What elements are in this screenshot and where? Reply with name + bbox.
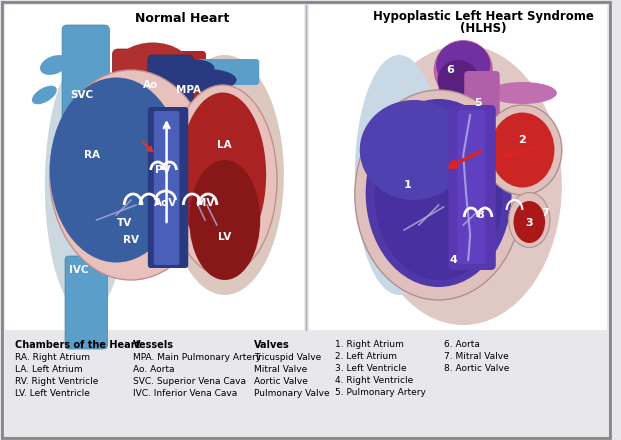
FancyBboxPatch shape xyxy=(448,105,496,270)
Text: Mitral Valve: Mitral Valve xyxy=(254,365,307,374)
Ellipse shape xyxy=(355,90,522,300)
FancyBboxPatch shape xyxy=(148,107,188,268)
Text: 3. Left Ventricle: 3. Left Ventricle xyxy=(335,364,407,373)
Ellipse shape xyxy=(509,193,550,247)
Text: IVC. Inferior Vena Cava: IVC. Inferior Vena Cava xyxy=(133,389,237,398)
Text: 1: 1 xyxy=(403,180,411,190)
Text: RV: RV xyxy=(123,235,139,245)
FancyBboxPatch shape xyxy=(465,71,500,144)
Ellipse shape xyxy=(178,69,237,91)
Text: AoV: AoV xyxy=(154,198,177,208)
Text: 4: 4 xyxy=(450,255,457,265)
Ellipse shape xyxy=(166,55,284,295)
Ellipse shape xyxy=(483,105,562,195)
Text: 6. Aorta: 6. Aorta xyxy=(443,340,479,349)
Ellipse shape xyxy=(360,100,468,200)
Ellipse shape xyxy=(40,55,68,75)
Text: Ao. Aorta: Ao. Aorta xyxy=(133,365,175,374)
Text: 5: 5 xyxy=(474,98,482,108)
Ellipse shape xyxy=(355,55,443,295)
Text: Pulmonary Valve: Pulmonary Valve xyxy=(254,389,330,398)
Ellipse shape xyxy=(433,40,493,100)
FancyBboxPatch shape xyxy=(62,25,109,155)
Ellipse shape xyxy=(179,92,266,257)
Text: IVC: IVC xyxy=(69,265,89,275)
Text: 2. Left Atrium: 2. Left Atrium xyxy=(335,352,397,361)
Text: SVC: SVC xyxy=(70,90,93,100)
FancyBboxPatch shape xyxy=(457,110,485,264)
FancyBboxPatch shape xyxy=(154,111,179,265)
Text: MV: MV xyxy=(196,198,214,208)
Ellipse shape xyxy=(45,55,129,315)
Ellipse shape xyxy=(436,41,491,89)
Text: LV: LV xyxy=(218,232,232,242)
Text: 8. Aortic Valve: 8. Aortic Valve xyxy=(443,364,509,373)
Text: 3: 3 xyxy=(525,218,533,228)
Text: 7: 7 xyxy=(541,208,549,218)
Text: LA: LA xyxy=(217,140,232,150)
Text: Hypoplastic Left Heart Syndrome: Hypoplastic Left Heart Syndrome xyxy=(373,10,594,23)
Ellipse shape xyxy=(114,43,193,98)
Ellipse shape xyxy=(438,60,479,100)
Text: PV: PV xyxy=(155,165,170,175)
FancyBboxPatch shape xyxy=(309,5,607,330)
FancyBboxPatch shape xyxy=(168,51,206,119)
Ellipse shape xyxy=(366,99,512,287)
Text: Tricuspid Valve: Tricuspid Valve xyxy=(254,353,322,362)
Ellipse shape xyxy=(189,160,260,280)
Ellipse shape xyxy=(488,82,557,104)
Text: Ao: Ao xyxy=(143,80,158,90)
Text: LA. Left Atrium: LA. Left Atrium xyxy=(15,365,83,374)
FancyBboxPatch shape xyxy=(65,256,107,349)
Text: 4. Right Ventricle: 4. Right Ventricle xyxy=(335,376,414,385)
Text: 1. Right Atrium: 1. Right Atrium xyxy=(335,340,404,349)
FancyBboxPatch shape xyxy=(184,59,259,85)
Text: RV. Right Ventricle: RV. Right Ventricle xyxy=(15,377,98,386)
Text: 7. Mitral Valve: 7. Mitral Valve xyxy=(443,352,509,361)
Text: TV: TV xyxy=(117,218,132,228)
Text: LV. Left Ventricle: LV. Left Ventricle xyxy=(15,389,89,398)
Ellipse shape xyxy=(32,86,57,104)
Text: Vessels: Vessels xyxy=(133,340,174,350)
Text: RA. Right Atrium: RA. Right Atrium xyxy=(15,353,90,362)
Text: MPA. Main Pulmonary Artery: MPA. Main Pulmonary Artery xyxy=(133,353,261,362)
Ellipse shape xyxy=(170,59,214,77)
Ellipse shape xyxy=(374,110,502,280)
Text: Chambers of the Heart: Chambers of the Heart xyxy=(15,340,140,350)
Text: SVC. Superior Vena Cava: SVC. Superior Vena Cava xyxy=(133,377,246,386)
Ellipse shape xyxy=(365,45,562,325)
FancyBboxPatch shape xyxy=(148,55,193,165)
Text: Aortic Valve: Aortic Valve xyxy=(254,377,308,386)
Ellipse shape xyxy=(50,70,212,280)
Text: (HLHS): (HLHS) xyxy=(460,22,506,35)
Ellipse shape xyxy=(50,77,183,263)
FancyBboxPatch shape xyxy=(438,65,486,155)
Text: MPA: MPA xyxy=(176,85,201,95)
Ellipse shape xyxy=(168,85,277,275)
Text: RA: RA xyxy=(84,150,99,160)
Text: 2: 2 xyxy=(519,135,526,145)
Text: 5. Pulmonary Artery: 5. Pulmonary Artery xyxy=(335,388,426,397)
FancyBboxPatch shape xyxy=(5,5,304,330)
Text: 8: 8 xyxy=(476,210,484,220)
Ellipse shape xyxy=(491,113,555,187)
Ellipse shape xyxy=(514,201,545,243)
FancyBboxPatch shape xyxy=(112,49,171,176)
Text: Normal Heart: Normal Heart xyxy=(135,12,230,25)
Text: 6: 6 xyxy=(446,65,455,75)
Text: Valves: Valves xyxy=(254,340,290,350)
